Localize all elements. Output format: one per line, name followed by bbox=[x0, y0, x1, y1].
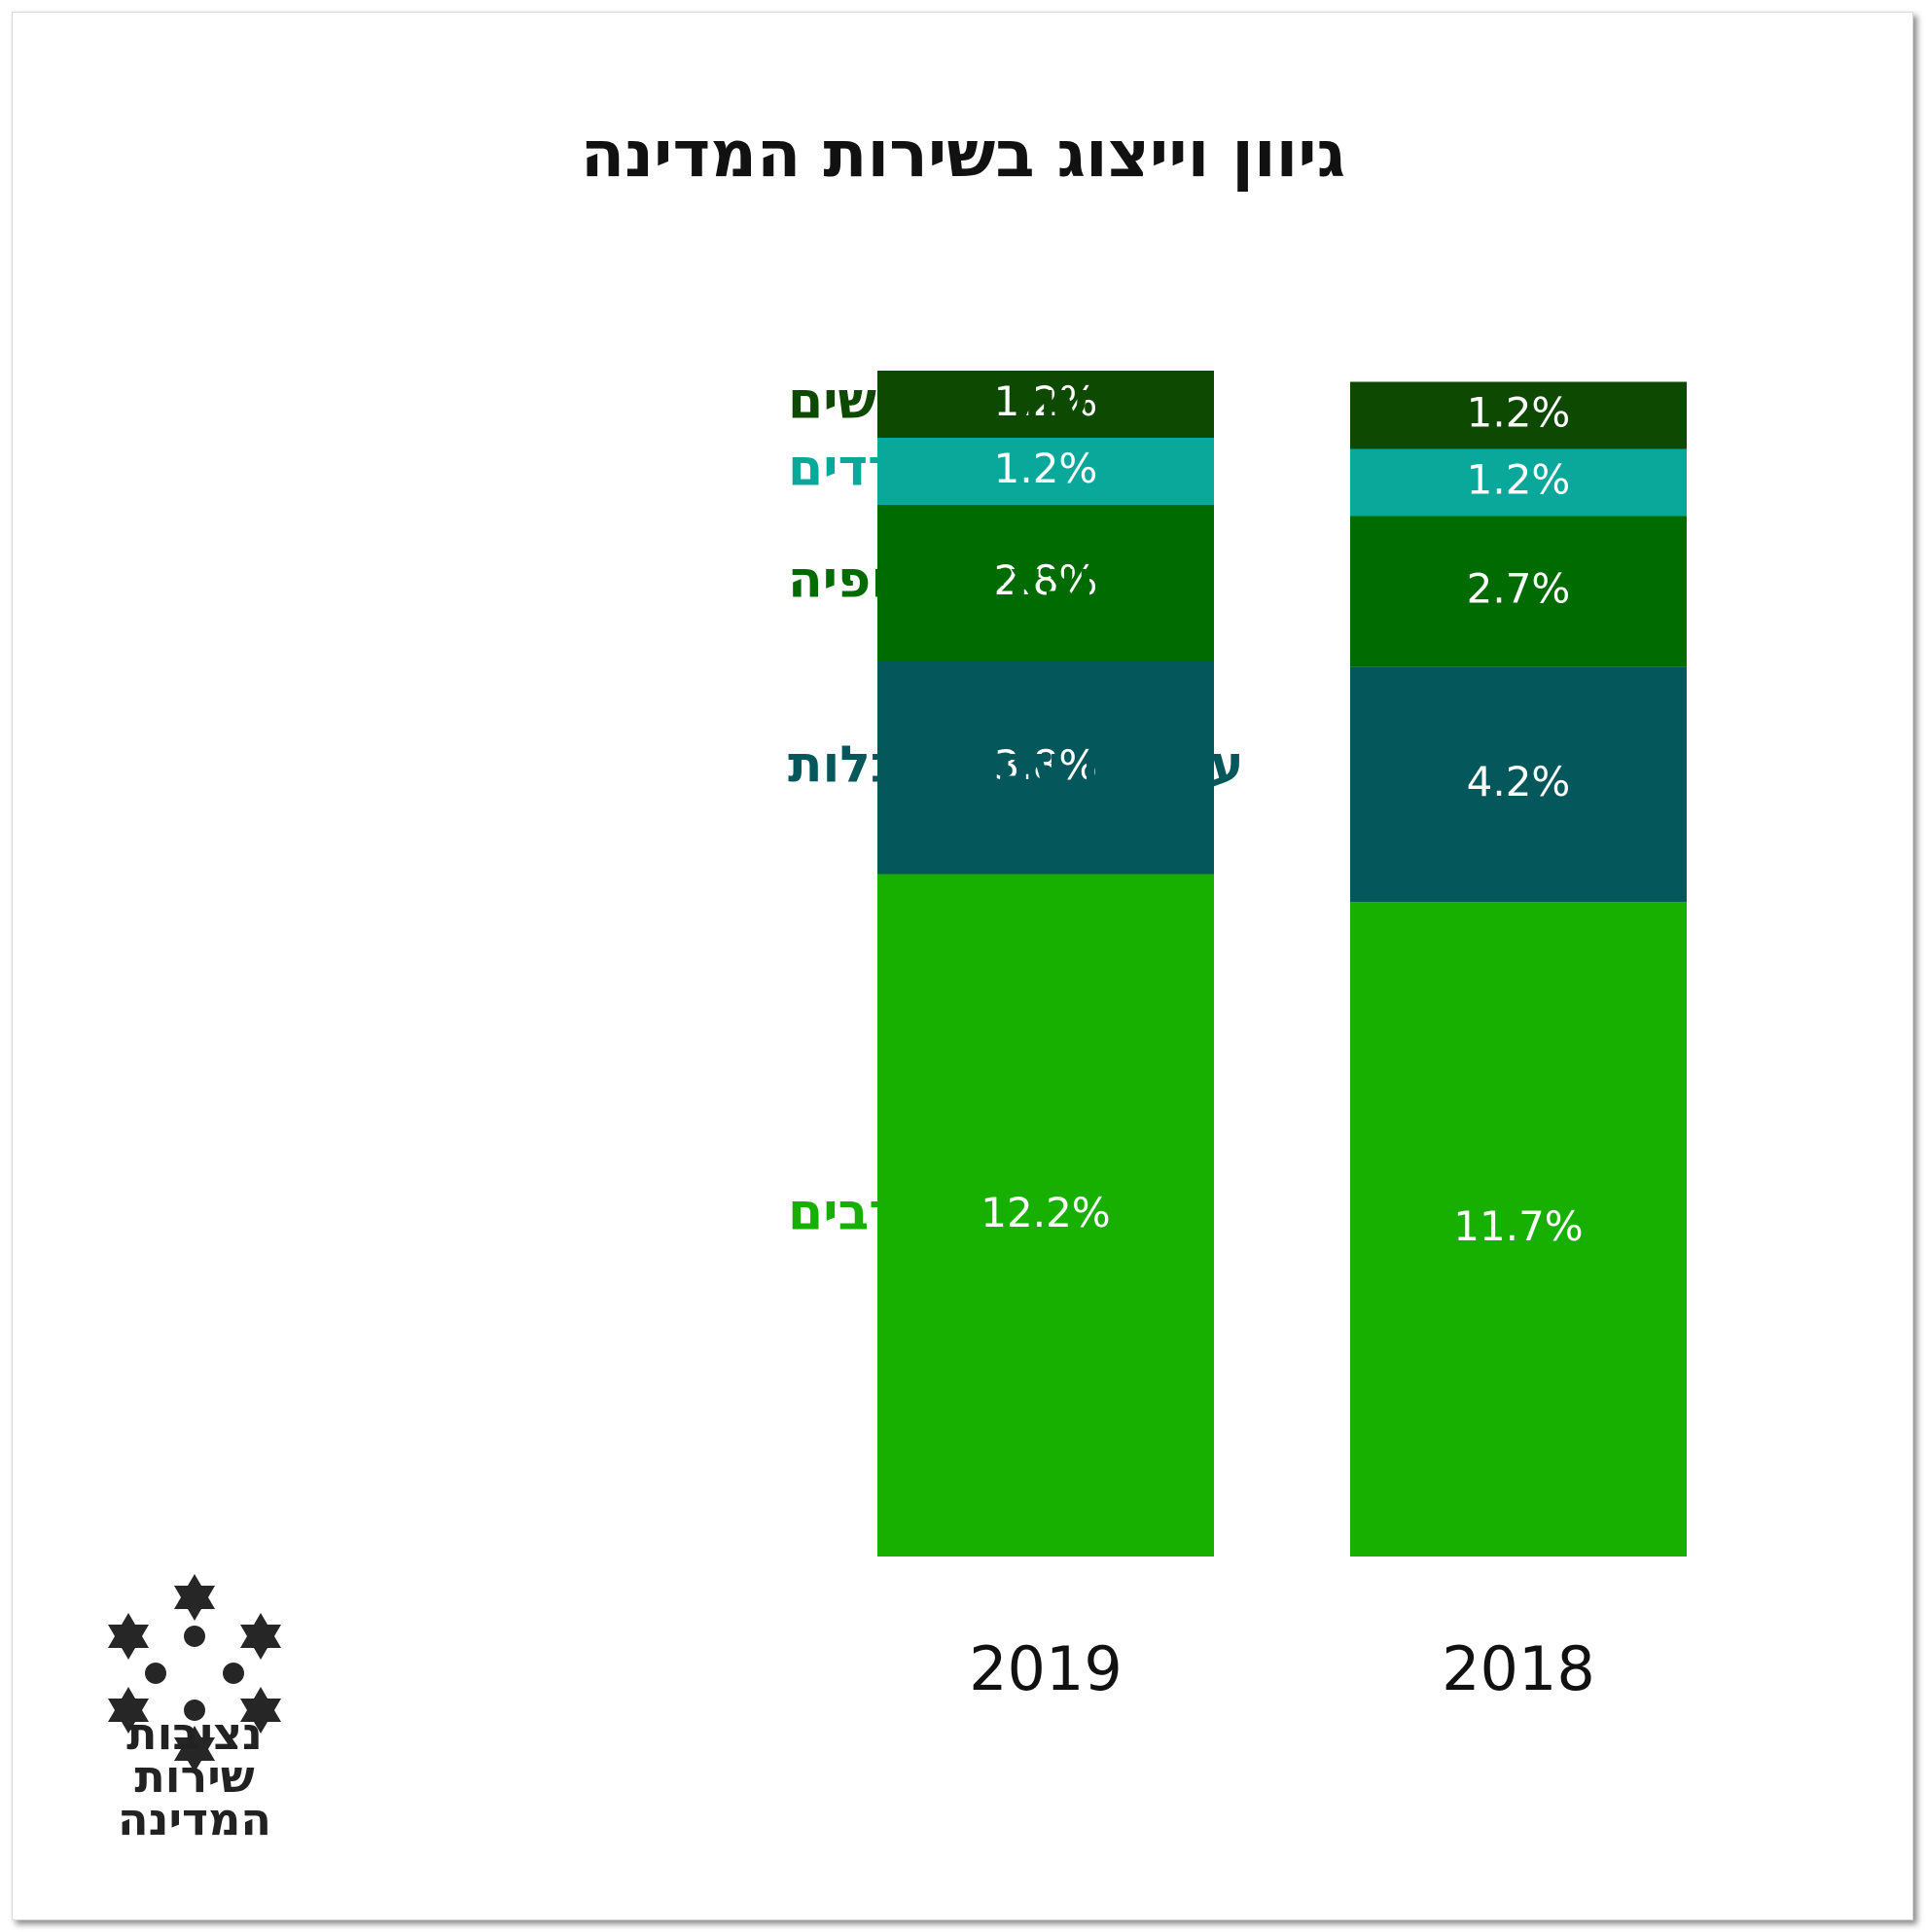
logo-line-3: המדינה bbox=[118, 1793, 271, 1845]
legend-label-3: חרדים bbox=[788, 440, 933, 498]
bar-segment-2019-4 bbox=[877, 371, 1214, 438]
data-label-2018-3: 1.2% bbox=[1467, 456, 1571, 504]
logo-line-1: נציבות bbox=[126, 1707, 263, 1760]
data-label-2018-2: 2.7% bbox=[1467, 565, 1571, 613]
data-label-2019-0: 12.2% bbox=[981, 1189, 1110, 1236]
data-label-2018-0: 11.7% bbox=[1453, 1202, 1583, 1250]
x-tick-label-2018: 2018 bbox=[1442, 1633, 1595, 1704]
data-label-2018-4: 1.2% bbox=[1467, 389, 1571, 437]
data-label-2019-4: 1.2% bbox=[994, 377, 1098, 425]
bar-segment-2018-3 bbox=[1350, 448, 1687, 517]
logo-line-2: שירות bbox=[134, 1750, 255, 1803]
stars-of-david-circle-icon bbox=[108, 1574, 281, 1772]
data-label-2018-1: 4.2% bbox=[1467, 758, 1571, 805]
data-label-2019-3: 1.2% bbox=[994, 445, 1098, 492]
category-labels-group: ערבים עובדים עם מוגבלות יוצאי אתיופיה חרדים… bbox=[788, 373, 1244, 1242]
bar-segment-2019-1 bbox=[877, 662, 1214, 875]
bar-segment-2018-4 bbox=[1350, 381, 1687, 449]
data-label-2019-2: 2.8% bbox=[994, 556, 1098, 604]
bar-segment-2018-0 bbox=[1350, 902, 1687, 1556]
bar-segment-2018-1 bbox=[1350, 666, 1687, 903]
bar-segment-2019-3 bbox=[877, 438, 1214, 505]
legend-label-2: יוצאי אתיופיה bbox=[788, 552, 1109, 610]
legend-label-1: עובדים עם מוגבלות bbox=[788, 735, 1244, 794]
bars-group: 12.2% 3.8% 2.8% 1.2% 1.2% 2019 11.7% 4.2% 2.7% 1.… bbox=[877, 371, 1687, 1704]
legend-label-0: ערבים bbox=[788, 1183, 933, 1241]
bar-segment-2019-0 bbox=[877, 874, 1214, 1556]
data-label-2019-1: 3.8% bbox=[994, 741, 1098, 789]
logo-text: נציבות שירות המדינה bbox=[97, 1707, 292, 1845]
legend-label-4: עולים חדשים bbox=[788, 373, 1090, 431]
bar-segment-2019-2 bbox=[877, 505, 1214, 662]
bar-segment-2018-2 bbox=[1350, 516, 1687, 667]
chart-title: גיוון וייצוג בשירות המדינה bbox=[580, 117, 1346, 192]
x-tick-label-2019: 2019 bbox=[969, 1633, 1123, 1704]
